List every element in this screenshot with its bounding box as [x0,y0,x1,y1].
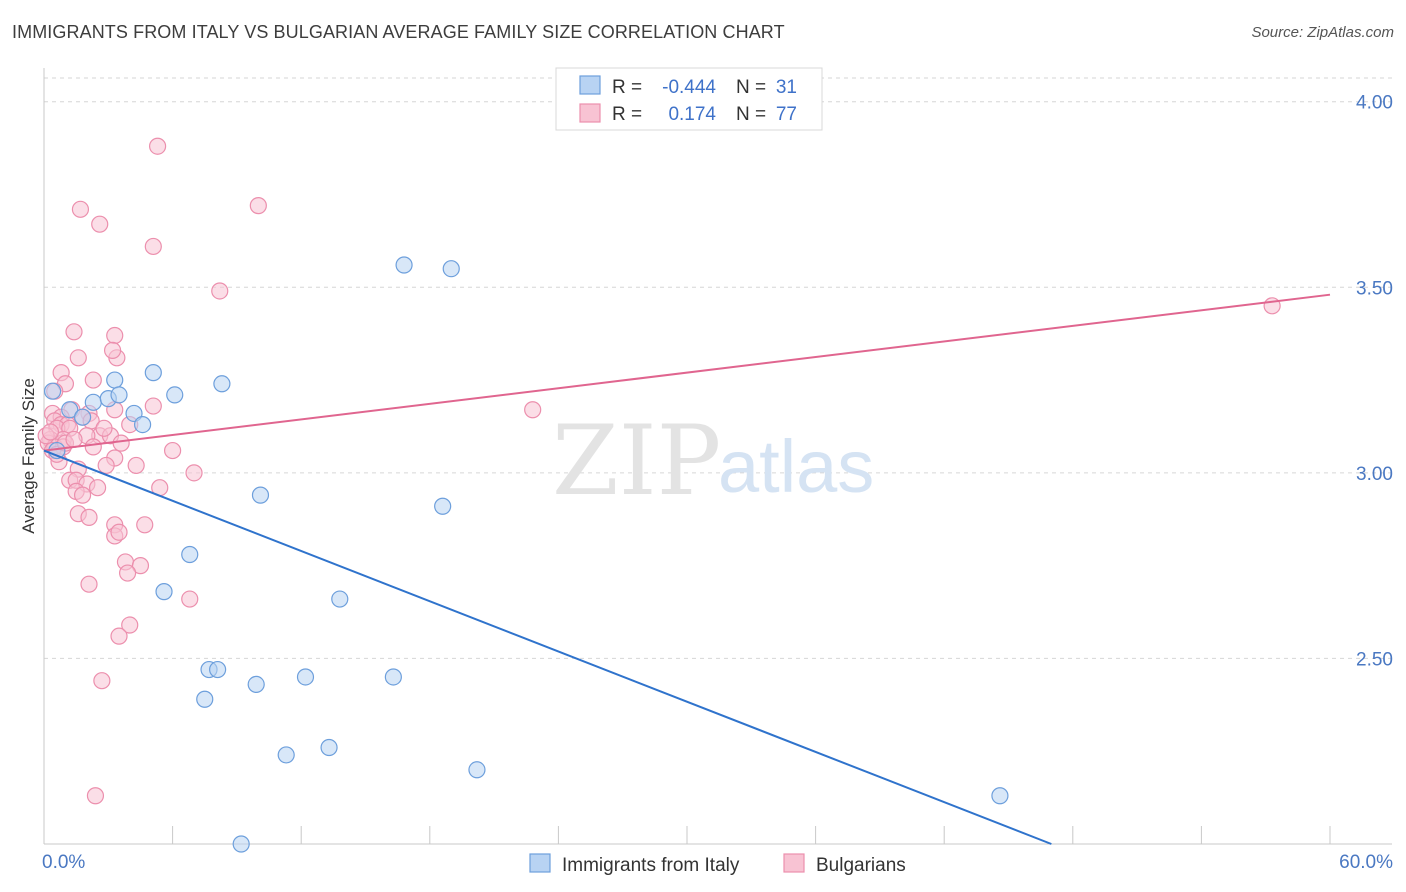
bulgarians-point-0 [148,137,167,155]
bulgarians-point-60 [80,575,98,593]
legend-italy-label[interactable]: Immigrants from Italy [562,855,740,876]
bulgarians-point-63 [110,627,128,645]
italy-point-23 [277,746,295,764]
legend-bulgarians-swatch[interactable] [783,853,805,873]
bulgarians-point-12 [84,371,102,389]
y-tick-label-1: 3.00 [1356,464,1393,485]
y-tick-label-3: 4.00 [1356,93,1393,114]
italy-point-13 [155,583,173,601]
italy-point-11 [213,375,231,393]
bulgarians-point-16 [144,397,162,415]
italy-point-5 [106,371,124,389]
bulgarians-point-58 [131,557,150,575]
italy-points [43,256,1009,853]
bulgarians-point-69 [41,423,60,441]
stats-italy-r-value: -0.444 [662,77,716,98]
stats-bulgarians-n-label: N = [736,104,766,125]
bulgarians-point-72 [65,430,83,449]
bulgarians-point-43 [97,456,115,475]
italy-point-14 [251,486,270,504]
italy-trend-line [43,449,1052,845]
chart-title: IMMIGRANTS FROM ITALY VS BULGARIAN AVERA… [12,22,785,42]
stats-italy-n-label: N = [736,77,766,98]
bulgarians-point-2 [91,215,109,233]
italy-point-3 [84,393,102,411]
bulgarians-point-66 [524,401,542,419]
italy-point-10 [166,386,184,404]
legend-italy-swatch[interactable] [529,853,551,873]
bulgarians-trend-line [43,293,1331,452]
italy-point-16 [434,497,452,515]
stats-italy-n-value: 31 [776,77,797,98]
italy-point-22 [384,668,402,686]
bulgarians-point-62 [121,616,139,634]
bulgarians-point-37 [84,438,102,456]
bulgarians-point-7 [106,326,124,345]
italy-point-6 [110,386,128,404]
bulgarians-point-10 [103,341,122,359]
bulgarians-point-65 [86,787,105,805]
bulgarians-point-8 [69,349,87,367]
italy-point-29 [991,787,1009,805]
italy-point-1 [61,401,79,419]
stats-bulgarians-r-label: R = [612,104,642,125]
italy-point-18 [209,660,227,679]
y-tick-labels: 2.50 3.00 3.50 4.00 [1356,93,1393,671]
y-axis-label: Average Family Size [19,378,38,534]
italy-point-12 [181,545,199,564]
bulgarians-point-59 [118,564,137,582]
bulgarians-point-6 [65,323,83,341]
italy-point-19 [196,690,214,708]
bulgarians-point-75 [127,456,145,475]
stats-bulgarians-r-value: 0.174 [668,104,716,125]
axes [43,68,1392,845]
italy-point-21 [296,668,315,686]
bulgarians-point-56 [110,523,128,541]
chart-source: Source: ZipAtlas.com [1251,24,1394,41]
italy-point-9 [144,364,162,382]
bottom-legend: Immigrants from Italy Bulgarians [529,853,906,876]
italy-point-27 [395,256,413,274]
x-tick-label-max: 60.0% [1339,852,1393,873]
watermark-atlas: atlas [718,425,874,508]
italy-point-20 [247,675,265,694]
bulgarians-point-4 [249,197,267,215]
y-tick-label-2: 3.50 [1356,278,1393,299]
x-tick-label-min: 0.0% [42,852,85,873]
watermark: ZIP atlas [552,405,874,517]
y-tick-label-0: 2.50 [1356,649,1393,670]
bulgarians-point-39 [164,441,182,460]
italy-point-8 [133,415,152,434]
bulgarians-point-3 [144,237,162,256]
stats-legend: R = -0.444 N = 31 R = 0.174 N = 77 [555,67,823,131]
stats-italy-r-label: R = [612,77,642,98]
bulgarians-point-1 [71,200,90,218]
stats-bulgarians-swatch [579,103,601,123]
bulgarians-points [37,137,1281,805]
italy-point-24 [320,738,338,757]
stats-bulgarians-n-value: 77 [776,104,797,125]
bulgarians-point-61 [181,590,199,608]
stats-italy-swatch [579,75,601,95]
legend-bulgarians-label[interactable]: Bulgarians [816,855,906,876]
bulgarians-point-50 [73,486,92,504]
bulgarians-point-73 [95,419,113,437]
italy-point-15 [331,590,349,608]
bulgarians-point-52 [80,508,98,526]
bulgarians-point-74 [112,434,130,452]
italy-point-2 [73,408,92,426]
bulgarians-point-64 [93,672,111,690]
italy-point-25 [468,761,486,779]
italy-point-0 [43,382,62,400]
italy-point-26 [232,835,250,853]
bulgarians-point-47 [88,479,107,497]
watermark-zip: ZIP [552,405,721,517]
bulgarians-point-76 [185,464,203,482]
italy-point-28 [442,260,460,278]
bulgarians-point-5 [211,282,229,300]
bulgarians-point-54 [136,516,154,534]
